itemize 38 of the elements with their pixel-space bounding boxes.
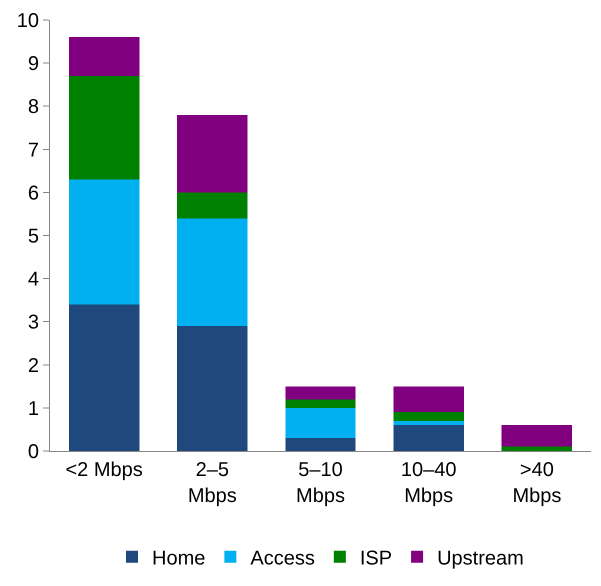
bar bbox=[502, 446, 572, 451]
bar bbox=[285, 438, 356, 451]
bar bbox=[285, 408, 356, 438]
legend-label: Home bbox=[152, 548, 206, 570]
bar bbox=[394, 386, 464, 412]
y-tick-label: 9 bbox=[28, 53, 39, 76]
y-tick-label: 1 bbox=[28, 398, 39, 420]
x-tick-label: <2 Mbps bbox=[65, 459, 143, 481]
bar bbox=[68, 304, 140, 451]
bar bbox=[285, 399, 356, 408]
bar bbox=[68, 37, 140, 76]
bar bbox=[285, 386, 356, 400]
y-tick-label: 4 bbox=[28, 268, 39, 291]
bar bbox=[177, 218, 248, 326]
y-tick-label: 8 bbox=[28, 96, 39, 118]
x-tick-label: 5–10 Mbps bbox=[296, 459, 345, 507]
y-tick-label: 2 bbox=[28, 354, 39, 377]
bar bbox=[177, 326, 248, 451]
x-tick-label: >40 Mbps bbox=[512, 459, 562, 507]
y-tick-label: 10 bbox=[16, 10, 39, 32]
x-tick-label: 2–5 Mbps bbox=[188, 459, 237, 507]
x-tick-label: 10–40 Mbps bbox=[400, 459, 457, 507]
y-tick-label: 0 bbox=[28, 441, 39, 463]
y-tick-label: 6 bbox=[28, 182, 39, 204]
y-tick-label: 7 bbox=[28, 139, 39, 162]
bar bbox=[394, 420, 464, 426]
bar bbox=[177, 192, 248, 218]
y-tick-label: 5 bbox=[28, 226, 39, 248]
bar bbox=[68, 179, 140, 304]
bar bbox=[177, 114, 248, 192]
legend-label: ISP bbox=[360, 548, 392, 570]
legend-label: Access bbox=[250, 548, 315, 570]
bar bbox=[394, 412, 464, 421]
y-tick-label: 3 bbox=[28, 312, 39, 334]
bar bbox=[502, 425, 572, 447]
bar bbox=[394, 425, 464, 451]
legend-label: Upstream bbox=[437, 548, 524, 570]
bar bbox=[68, 76, 140, 180]
